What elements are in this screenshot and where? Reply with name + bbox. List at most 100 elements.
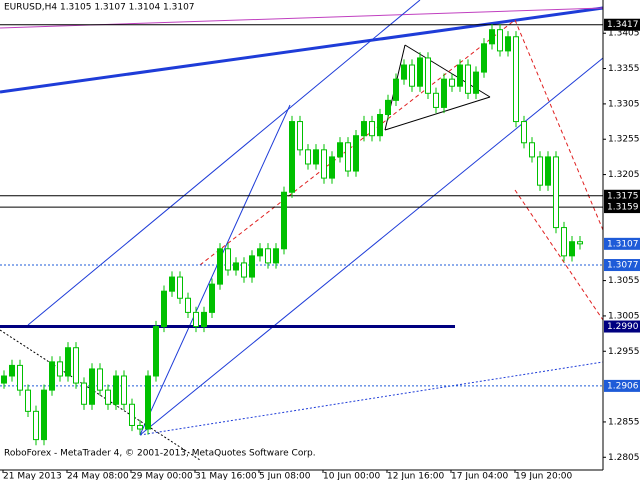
y-tick-label: 1.2855 — [608, 417, 640, 427]
x-tick-label: 29 May 00:00 — [131, 472, 193, 480]
footer: RoboForex - MetaTrader 4, © 2001-2013, M… — [4, 449, 316, 459]
candle-body — [329, 156, 335, 179]
candle-body — [473, 71, 479, 94]
candle-body — [249, 255, 255, 278]
candle-body — [313, 149, 319, 165]
candle-body — [489, 29, 495, 45]
price-label-bg — [604, 237, 640, 250]
candle-body — [305, 149, 311, 165]
x-tick-label: 17 Jun 04:00 — [451, 472, 508, 480]
candle-body — [337, 142, 343, 158]
candle-body — [273, 248, 279, 264]
candle-body — [481, 43, 487, 73]
price-label: 1.3107 — [607, 239, 639, 249]
candle-body — [33, 410, 39, 441]
candle-body — [185, 297, 191, 313]
candle-body — [545, 156, 551, 186]
candle-body — [561, 227, 567, 257]
candle-body — [569, 241, 575, 257]
candle-body — [505, 36, 511, 52]
candle-body — [393, 78, 399, 101]
candle-body — [521, 121, 527, 144]
candle-body — [457, 64, 463, 87]
x-tick-label: 31 May 16:00 — [195, 472, 257, 480]
price-label: 1.3175 — [607, 191, 639, 201]
candle-body — [265, 248, 271, 264]
candle-body — [345, 142, 351, 172]
price-label: 1.3159 — [607, 203, 639, 213]
candle-body — [105, 389, 111, 405]
x-tick-label: 24 May 08:00 — [67, 472, 129, 480]
candle-body — [281, 191, 287, 250]
candle-body — [289, 121, 295, 193]
candle-body — [321, 149, 327, 179]
price-label-bg — [604, 18, 640, 31]
price-label: 1.2906 — [607, 381, 639, 391]
candle-body — [89, 368, 95, 405]
y-tick-label: 1.3405 — [608, 29, 640, 39]
y-tick-label: 1.2805 — [608, 453, 640, 463]
price-label-bg — [604, 189, 640, 202]
candle-body — [153, 326, 159, 377]
candle-body — [257, 248, 263, 257]
price-label-bg — [604, 379, 640, 392]
candle-body — [417, 57, 423, 87]
candle-body — [97, 368, 103, 391]
x-tick-label: 19 Jun 20:00 — [515, 472, 572, 480]
candle-body — [17, 364, 23, 391]
price-label: 1.2990 — [607, 322, 639, 332]
candle-body — [553, 156, 559, 229]
candle-body — [137, 424, 143, 430]
price-label: 1.3077 — [607, 261, 639, 271]
chart-title: EURUSD,H4 1.3105 1.3107 1.3104 1.3107 — [4, 3, 195, 13]
price-label-bg — [604, 320, 640, 333]
candle-body — [401, 64, 407, 80]
y-tick-label: 1.3205 — [608, 170, 640, 180]
candle-body — [161, 290, 167, 328]
x-tick-label: 10 Jun 00:00 — [323, 472, 380, 480]
candle-body — [49, 361, 55, 391]
candle-body — [465, 64, 471, 94]
candle-body — [225, 248, 231, 271]
candle-body — [577, 241, 583, 245]
candle-body — [145, 375, 151, 430]
price-label: 1.3417 — [607, 20, 639, 30]
candle-body — [409, 64, 415, 87]
x-tick-label: 21 May 2013 — [3, 472, 62, 480]
y-tick-label: 1.3055 — [608, 276, 640, 286]
candle-body — [177, 276, 183, 299]
candle-body — [441, 78, 447, 108]
y-tick-label: 1.3005 — [608, 311, 640, 321]
y-tick-label: 1.2955 — [608, 347, 640, 357]
candle-body — [193, 311, 199, 328]
candle-body — [169, 276, 175, 292]
candle-body — [433, 92, 439, 108]
candle-body — [73, 347, 79, 384]
candle-body — [529, 142, 535, 158]
candle-body — [241, 262, 247, 278]
candle-body — [81, 382, 87, 405]
candle-body — [113, 375, 119, 405]
candle-body — [449, 78, 455, 87]
candle-body — [513, 36, 519, 123]
candle-body — [369, 121, 375, 137]
candle-body — [497, 29, 503, 52]
candle-body — [385, 99, 391, 115]
candle-body — [361, 121, 367, 137]
candle-body — [353, 135, 359, 172]
x-tick-label: 12 Jun 16:00 — [387, 472, 444, 480]
candle-body — [9, 364, 15, 377]
candle-body — [121, 375, 127, 405]
price-label-bg — [604, 201, 640, 214]
y-tick-label: 1.3305 — [608, 99, 640, 109]
candle-body — [537, 156, 543, 186]
price-label-bg — [604, 259, 640, 272]
candle-body — [297, 121, 303, 151]
candle-body — [57, 361, 63, 377]
candle-body — [233, 262, 239, 271]
candle-body — [1, 375, 7, 384]
candle-body — [41, 389, 47, 441]
candle-body — [209, 283, 215, 313]
